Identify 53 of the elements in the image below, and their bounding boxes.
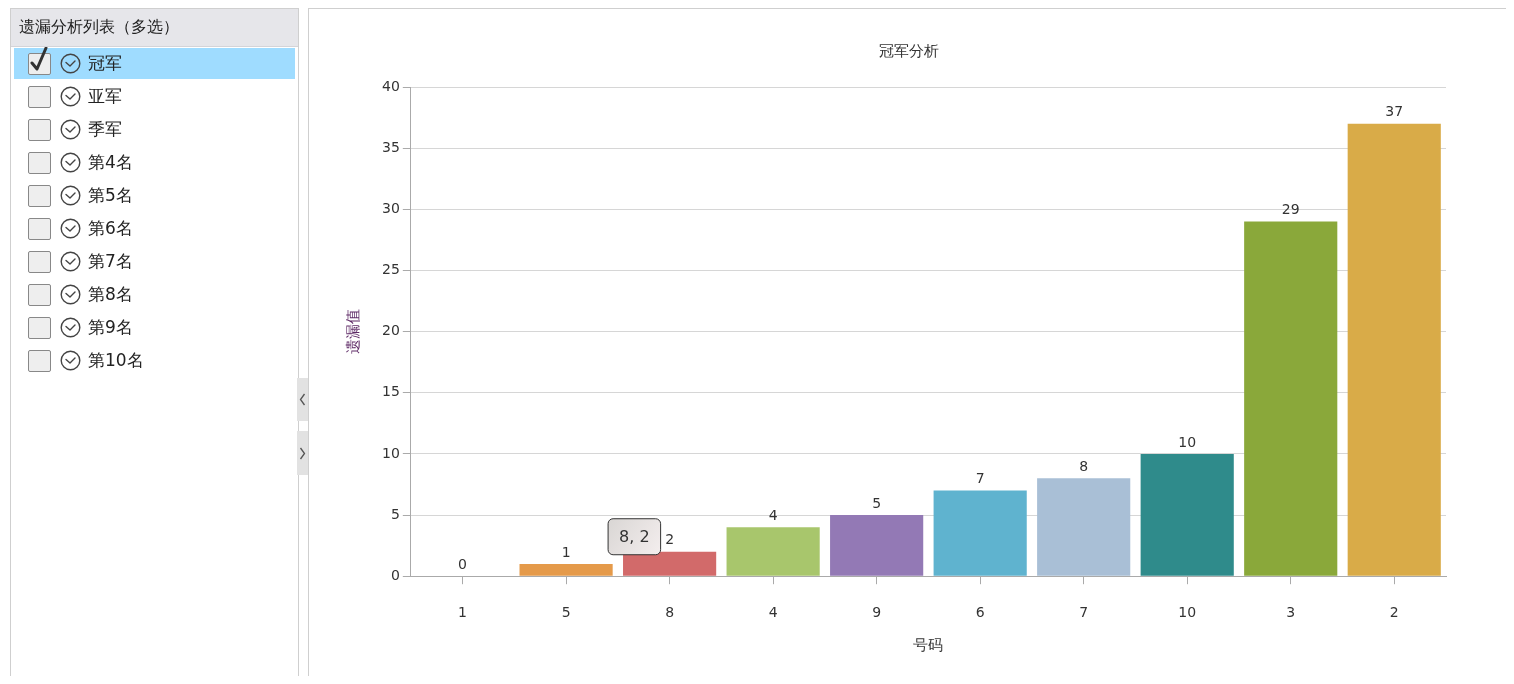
x-tick-label: 10 bbox=[1178, 604, 1197, 621]
data-label: 8 bbox=[1079, 458, 1089, 474]
text: 冠军 bbox=[88, 52, 122, 75]
y-tick-label: 25 bbox=[381, 261, 400, 278]
data-label: 29 bbox=[1281, 201, 1300, 218]
y-tick-label: 15 bbox=[381, 383, 400, 400]
y-tick-label: 20 bbox=[381, 322, 400, 339]
chart-title: 冠军分析 bbox=[879, 42, 939, 60]
bar bbox=[830, 515, 924, 576]
text: 季军 bbox=[88, 118, 122, 141]
text: 第5名 bbox=[88, 184, 133, 207]
bar bbox=[623, 551, 717, 576]
data-label: 37 bbox=[1385, 103, 1404, 120]
bar bbox=[726, 527, 820, 576]
x-tick-label: 2 bbox=[1389, 604, 1399, 621]
data-label: 2 bbox=[665, 531, 675, 548]
bar bbox=[1140, 453, 1234, 576]
x-tick-label: 1 bbox=[458, 604, 468, 621]
y-tick-label: 5 bbox=[390, 505, 400, 522]
x-tick-label: 4 bbox=[768, 604, 778, 621]
data-label: 5 bbox=[872, 494, 882, 511]
x-tick-label: 7 bbox=[1079, 604, 1089, 621]
bar bbox=[933, 490, 1027, 576]
bar bbox=[1037, 478, 1131, 576]
text: 第9名 bbox=[88, 316, 133, 339]
data-label: 1 bbox=[561, 543, 571, 560]
text: 遗漏分析列表（多选） bbox=[19, 17, 179, 38]
x-axis-title: 号码 bbox=[913, 635, 944, 654]
x-tick-label: 5 bbox=[561, 604, 571, 621]
text: 第8名 bbox=[88, 283, 133, 306]
data-label: 10 bbox=[1178, 433, 1197, 450]
bar bbox=[519, 563, 613, 576]
data-label: 7 bbox=[975, 470, 985, 487]
data-label: 4 bbox=[768, 506, 778, 523]
text: 第4名 bbox=[88, 151, 133, 174]
annotation: 8, 2 bbox=[619, 526, 650, 546]
y-tick-label: 35 bbox=[381, 138, 400, 155]
x-tick-label: 6 bbox=[975, 604, 985, 621]
x-tick-label: 3 bbox=[1286, 604, 1296, 621]
text: 第7名 bbox=[88, 250, 133, 273]
y-tick-label: 40 bbox=[381, 77, 400, 94]
x-tick-label: 8 bbox=[665, 604, 675, 621]
y-tick-label: 10 bbox=[381, 444, 400, 461]
text: 第6名 bbox=[88, 217, 133, 240]
x-tick-label: 9 bbox=[872, 604, 882, 621]
text: 亚军 bbox=[88, 85, 122, 108]
y-axis-title: 遗漏值 bbox=[343, 309, 362, 355]
y-tick-label: 30 bbox=[381, 199, 400, 216]
bar bbox=[1347, 123, 1441, 576]
y-tick-label: 0 bbox=[390, 566, 400, 583]
bar bbox=[1244, 221, 1338, 576]
text: 第10名 bbox=[88, 349, 144, 372]
data-label: 0 bbox=[458, 555, 468, 572]
